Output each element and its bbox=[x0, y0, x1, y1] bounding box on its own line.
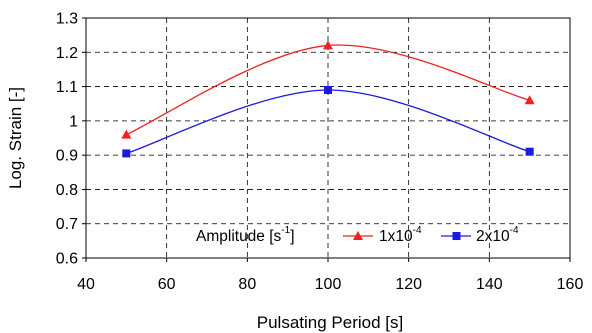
y-tick-label: 0.9 bbox=[56, 148, 78, 165]
x-tick-label: 160 bbox=[557, 276, 584, 293]
y-tick-label: 1 bbox=[69, 113, 78, 130]
y-axis-title: Log. Strain [-] bbox=[6, 87, 25, 189]
x-tick-label: 120 bbox=[395, 276, 422, 293]
series-2-point bbox=[324, 86, 332, 94]
y-tick-label: 1.2 bbox=[56, 45, 78, 62]
x-tick-label: 100 bbox=[315, 276, 342, 293]
series-1-point bbox=[121, 129, 132, 139]
y-tick-label: 0.7 bbox=[56, 216, 78, 233]
x-tick-label: 60 bbox=[158, 276, 176, 293]
series-2-point bbox=[122, 149, 131, 158]
y-tick-label: 0.8 bbox=[56, 182, 78, 199]
x-axis-title: Pulsating Period [s] bbox=[257, 313, 403, 332]
x-tick-label: 40 bbox=[77, 276, 95, 293]
y-tick-label: 0.6 bbox=[56, 251, 78, 268]
x-tick-label: 140 bbox=[476, 276, 503, 293]
grid bbox=[86, 18, 570, 258]
y-tick-label: 1.1 bbox=[56, 79, 78, 96]
legend-entry-series-2: 2x10-4 bbox=[441, 225, 519, 245]
y-axis-ticks: 0.6 0.7 0.8 0.9 1 1.1 1.2 1.3 bbox=[56, 11, 86, 268]
legend-entry-series-1: 1x10-4 bbox=[343, 225, 422, 245]
legend: Amplitude [s-1] 1x10-4 2x10-4 bbox=[196, 225, 519, 245]
y-tick-label: 1.3 bbox=[56, 11, 78, 28]
series-group bbox=[121, 40, 535, 158]
series-1-point bbox=[524, 95, 535, 105]
x-tick-label: 80 bbox=[238, 276, 256, 293]
legend-series-1-marker bbox=[353, 231, 363, 240]
legend-title: Amplitude [s-1] bbox=[196, 225, 295, 245]
series-2-point bbox=[525, 147, 534, 156]
legend-series-2-label: 2x10-4 bbox=[476, 225, 519, 245]
x-axis-ticks: 40 60 80 100 120 140 160 bbox=[77, 258, 583, 293]
legend-series-1-label: 1x10-4 bbox=[379, 225, 422, 245]
series-1-point bbox=[323, 40, 333, 50]
legend-series-2-marker bbox=[452, 232, 461, 240]
